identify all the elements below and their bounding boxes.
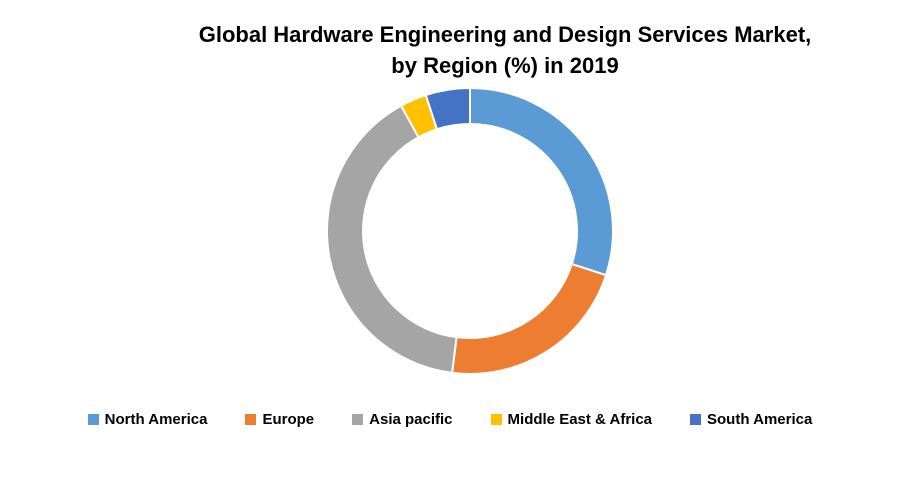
chart-title-line-2: by Region (%) in 2019 bbox=[391, 52, 619, 78]
legend-swatch-middle-east-africa bbox=[490, 414, 502, 425]
legend-item-north-america: North America bbox=[87, 411, 208, 428]
chart-title-line-1: Global Hardware Engineering and Design S… bbox=[198, 22, 812, 47]
donut-segment-south-america bbox=[424, 86, 471, 131]
legend-label-north-america: North America bbox=[104, 411, 208, 428]
legend-label-south-america: South America bbox=[707, 411, 813, 428]
legend-swatch-europe bbox=[245, 414, 257, 425]
donut-segment-europe bbox=[450, 262, 608, 375]
chart-legend: North America Europe Asia pacific Middle Ea… bbox=[0, 411, 900, 428]
legend-swatch-south-america bbox=[690, 414, 702, 425]
legend-item-asia-pacific: Asia pacific bbox=[352, 411, 453, 428]
legend-label-asia-pacific: Asia pacific bbox=[369, 411, 453, 428]
legend-label-middle-east-africa: Middle East & Africa bbox=[507, 411, 653, 428]
legend-swatch-north-america bbox=[87, 414, 99, 425]
legend-item-south-america: South America bbox=[690, 411, 812, 428]
donut-segment-north-america bbox=[469, 86, 614, 277]
legend-swatch-asia-pacific bbox=[352, 414, 364, 425]
legend-label-europe: Europe bbox=[262, 411, 315, 428]
legend-item-middle-east-africa: Middle East & Africa bbox=[490, 411, 653, 428]
legend-item-europe: Europe bbox=[245, 411, 314, 428]
donut-segment-asia-pacific bbox=[326, 104, 458, 374]
chart-title: Global Hardware Engineering and Design S… bbox=[110, 20, 900, 82]
